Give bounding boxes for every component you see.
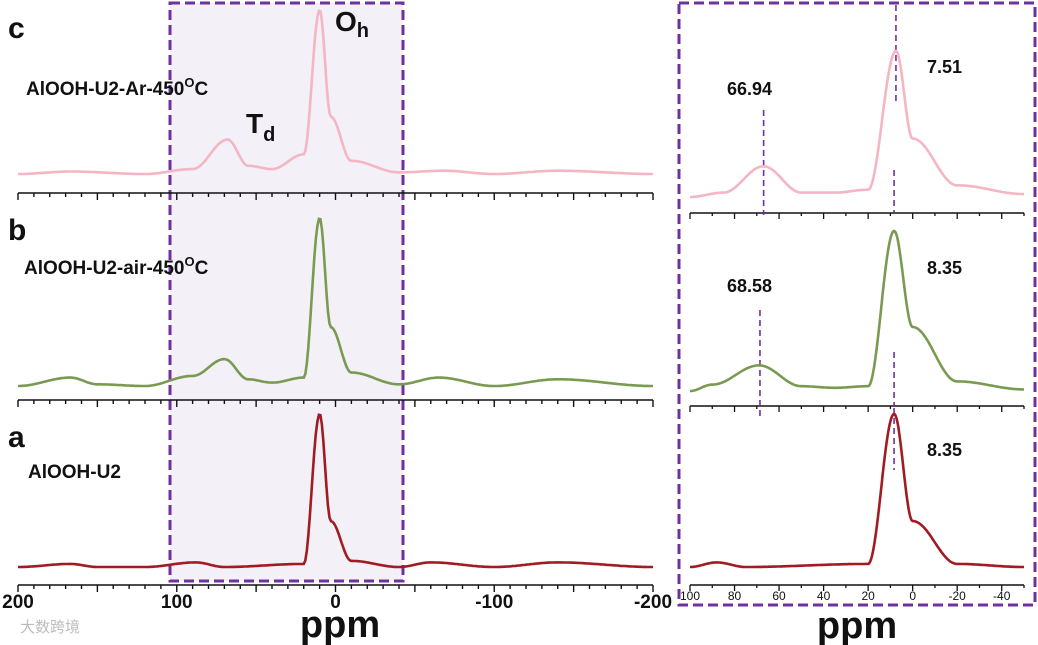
panel-letter-a: a (8, 421, 25, 454)
right-tick-label: 0 (909, 589, 916, 603)
left-tick-label: -200 (634, 592, 672, 613)
left-curve-b (18, 217, 653, 388)
left-tick-label: 200 (2, 592, 34, 613)
left-x-axis-title: ppm (300, 604, 380, 645)
peak-label-c-tetra: 66.94 (727, 79, 772, 99)
highlight-region-tetra-octa (168, 1, 405, 583)
tetrahedral-label: Td (246, 108, 275, 146)
sample-label-b: AlOOH-U2-air-450OC (24, 254, 209, 279)
watermark-text: 大数跨境 (20, 618, 80, 636)
right-tick-label: 20 (861, 589, 875, 603)
left-spectra (18, 9, 653, 569)
peak-label-a-octa: 8.35 (927, 440, 962, 460)
right-curve-0 (690, 49, 1024, 199)
zoom-panel-frame (677, 1, 1037, 607)
right-tick-label: 80 (728, 589, 742, 603)
right-tick-label: 60 (772, 589, 786, 603)
octahedral-label: Oh (335, 6, 369, 42)
peak-label-c-octa: 7.51 (927, 57, 962, 77)
panel-letter-c: c (8, 12, 25, 45)
left-curve-a (18, 413, 653, 569)
sample-label-c: AlOOH-U2-Ar-450OC (26, 75, 209, 100)
left-tick-label: 0 (330, 592, 341, 613)
right-x-axis-title: ppm (817, 605, 897, 645)
right-curve-2 (690, 412, 1024, 569)
left-tick-label: 100 (161, 592, 193, 613)
panel-letter-b: b (8, 214, 26, 247)
right-spectra (690, 49, 1024, 569)
right-separators (690, 212, 1024, 586)
right-tick-label: 40 (817, 589, 831, 603)
sample-label-a: AlOOH-U2 (28, 462, 121, 483)
peak-label-b-octa: 8.35 (927, 258, 962, 278)
left-curve-c (18, 9, 653, 176)
left-tick-label: -100 (475, 592, 513, 613)
right-axis-ticks: 100 80 60 40 20 0 -20 -40 (680, 213, 1025, 603)
peak-label-b-tetra: 68.58 (727, 276, 772, 296)
peak-marker-lines (759, 5, 897, 470)
right-curve-1 (690, 229, 1024, 393)
right-tick-label: -20 (949, 589, 967, 603)
right-tick-label: -40 (993, 589, 1011, 603)
left-axis-ticks: 200 100 0 -100 -200 (2, 193, 672, 613)
right-tick-label: 100 (680, 589, 700, 603)
